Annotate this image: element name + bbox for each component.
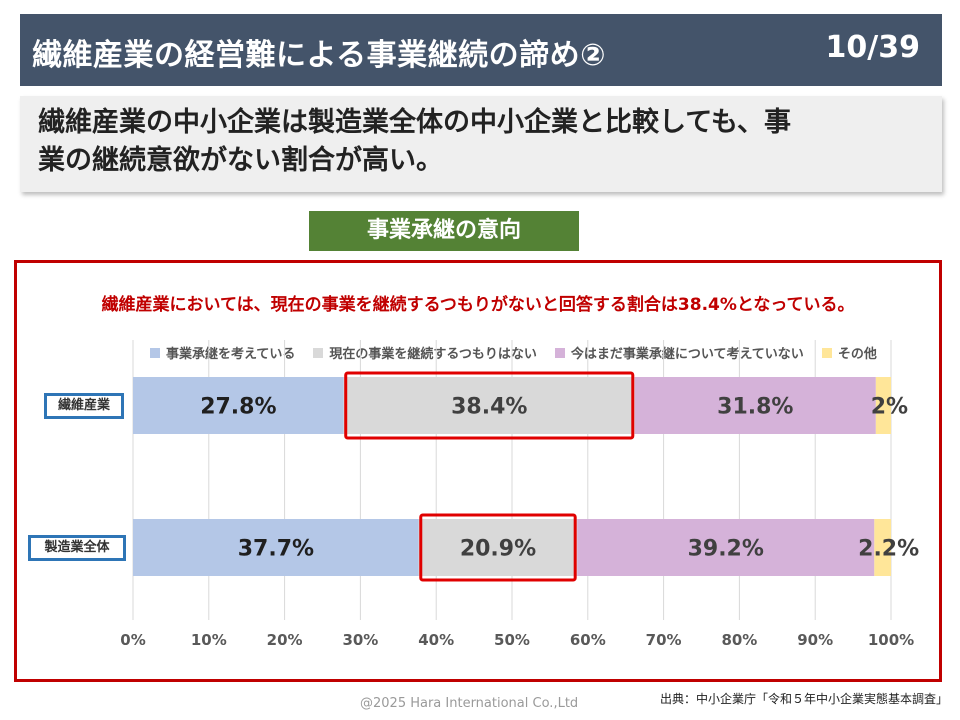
bar-data-label: 37.7%: [238, 537, 314, 562]
legend-swatch: [313, 347, 324, 358]
subtitle-line-1: 繊維産業の中小企業は製造業全体の中小企業と比較しても、事: [38, 107, 792, 138]
section-label: 事業承継の意向: [309, 211, 579, 251]
legend-swatch: [821, 347, 832, 358]
chart-legend: 事業承継を考えている 現在の事業を継続するつもりはない 今はまだ事業承継について…: [150, 343, 877, 362]
legend-item: 現在の事業を継続するつもりはない: [313, 343, 537, 362]
footer-copyright: @2025 Hara International Co.,Ltd: [360, 696, 579, 711]
bar-data-label: 2.2%: [858, 537, 919, 562]
legend-item: その他: [821, 343, 877, 362]
category-label-manufacturing: 製造業全体: [28, 535, 126, 561]
legend-label: 今はまだ事業承継について考えていない: [570, 347, 804, 362]
highlight-box: [344, 371, 635, 440]
x-tick-label: 100%: [868, 631, 914, 649]
bar-data-label: 39.2%: [688, 537, 764, 562]
x-tick-label: 50%: [494, 631, 530, 649]
x-tick-label: 30%: [342, 631, 378, 649]
bar-data-label: 31.8%: [717, 395, 793, 420]
subtitle-line-2: 業の継続意欲がない割合が高い。: [38, 145, 443, 176]
x-tick-label: 60%: [570, 631, 606, 649]
x-tick-label: 10%: [191, 631, 227, 649]
x-tick-label: 70%: [646, 631, 682, 649]
bar-segment: [418, 519, 578, 576]
subtitle-box: 繊維産業の中小企業は製造業全体の中小企業と比較しても、事 業の継続意欲がない割合…: [20, 96, 942, 192]
x-tick-label: 20%: [267, 631, 303, 649]
chart-frame: 繊維産業においては、現在の事業を継続するつもりがないと回答する割合は38.4%と…: [14, 260, 942, 682]
bar-segment: [875, 377, 891, 434]
category-label-textile: 繊維産業: [44, 393, 124, 419]
bar-segment: [577, 519, 875, 576]
x-tick-label: 90%: [797, 631, 833, 649]
x-tick-label: 0%: [120, 631, 145, 649]
bar-segment: [133, 377, 344, 434]
footer-source: 出典：中小企業庁「令和５年中小企業実態基本調査」: [659, 692, 948, 706]
legend-item: 今はまだ事業承継について考えていない: [554, 343, 804, 362]
page-number: 10/39: [825, 30, 920, 65]
slide-title: 繊維産業の経営難による事業継続の諦め②: [32, 38, 606, 73]
bar-data-label: 2%: [871, 395, 908, 420]
bar-segment: [874, 519, 891, 576]
bar-segment: [634, 377, 876, 434]
bar-segment: [133, 519, 419, 576]
highlight-box: [419, 513, 577, 582]
title-bar: 繊維産業の経営難による事業継続の諦め② 10/39: [20, 14, 942, 86]
bar-segment: [343, 377, 635, 434]
legend-swatch: [554, 347, 565, 358]
chart-headline: 繊維産業においては、現在の事業を継続するつもりがないと回答する割合は38.4%と…: [101, 295, 855, 315]
bar-data-label: 38.4%: [451, 395, 527, 420]
legend-label: 事業承継を考えている: [166, 347, 296, 362]
x-tick-label: 40%: [418, 631, 454, 649]
bar-data-label: 20.9%: [460, 537, 536, 562]
legend-swatch: [150, 347, 160, 358]
legend-label: その他: [837, 347, 877, 362]
bar-data-label: 27.8%: [200, 395, 276, 420]
legend-item: 事業承継を考えている: [150, 343, 295, 362]
legend-label: 現在の事業を継続するつもりはない: [329, 347, 537, 362]
x-tick-label: 80%: [721, 631, 757, 649]
